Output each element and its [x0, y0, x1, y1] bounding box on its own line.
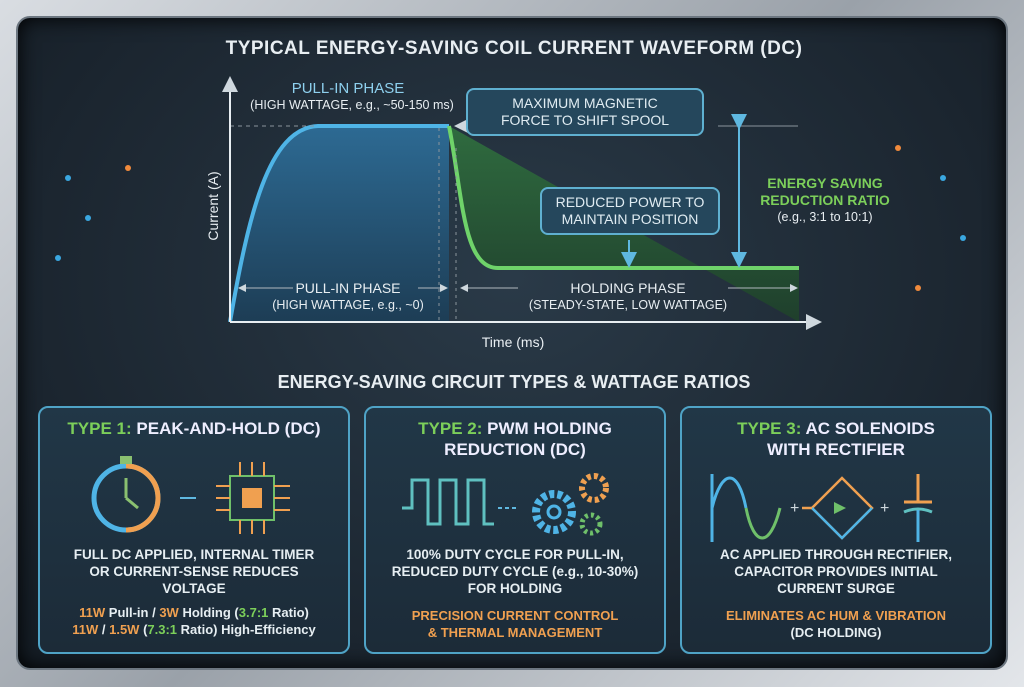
type-title: REDUCTION (DC) — [444, 440, 586, 459]
ratio-title: REDUCTION RATIO — [760, 192, 890, 208]
card-footer: ELIMINATES AC HUM & VIBRATION (DC HOLDING… — [682, 607, 990, 641]
card-icons: + + — [710, 474, 933, 542]
w: 11W — [79, 605, 106, 620]
wattage-line: 11W Pull-in / 3W Holding (3.7:1 Ratio) — [40, 604, 348, 621]
reduced-power-callout: REDUCED POWER TO MAINTAIN POSITION — [540, 187, 720, 235]
card-type-2: TYPE 2: PWM HOLDING REDUCTION (DC) 100% D… — [364, 406, 666, 654]
card-footer: PRECISION CURRENT CONTROL & THERMAL MANAG… — [366, 607, 664, 641]
card-type-3: TYPE 3: AC SOLENOIDS WITH RECTIFIER + + A… — [680, 406, 992, 654]
w: / — [98, 622, 110, 637]
callout-line: MAINTAIN POSITION — [561, 211, 699, 227]
w: 1.5W — [109, 622, 140, 637]
callout-line: MAXIMUM MAGNETIC — [512, 95, 658, 111]
desc-line: AC APPLIED THROUGH RECTIFIER, — [719, 547, 952, 562]
type-title: PEAK-AND-HOLD (DC) — [136, 419, 321, 438]
type-prefix: TYPE 2: — [418, 419, 483, 438]
holding-sub: (STEADY-STATE, LOW WATTAGE) — [528, 298, 728, 312]
desc-line: CAPACITOR PROVIDES INITIAL — [734, 564, 938, 579]
desc-line: FOR HOLDING — [467, 581, 563, 596]
card-description: FULL DC APPLIED, INTERNAL TIMER OR CURREN… — [40, 546, 348, 597]
plus-icon: + — [790, 500, 799, 517]
foot-line: & THERMAL MANAGEMENT — [427, 625, 603, 640]
card-icons — [402, 473, 609, 536]
foot-line: (DC HOLDING) — [790, 625, 882, 640]
callout-line: REDUCED POWER TO — [555, 194, 705, 210]
card-title: TYPE 1: PEAK-AND-HOLD (DC) — [40, 418, 348, 439]
capacitor-icon — [903, 474, 933, 542]
desc-line: REDUCED DUTY CYCLE (e.g., 10-30%) — [391, 564, 639, 579]
wattage-line: 11W / 1.5W (7.3:1 Ratio) High-Efficiency — [40, 621, 348, 638]
desc-line: 100% DUTY CYCLE FOR PULL-IN, — [406, 547, 624, 562]
pull-in-bottom-sub: (HIGH WATTAGE, e.g., ~0) — [272, 298, 424, 312]
pull-in-curve — [228, 124, 449, 323]
desc-line: VOLTAGE — [162, 581, 226, 596]
circuit-decoration — [55, 145, 966, 291]
infographic-panel: TYPICAL ENERGY-SAVING COIL CURRENT WAVEF… — [16, 16, 1008, 670]
ratio-label: ENERGY SAVING REDUCTION RATIO (e.g., 3:1 … — [740, 175, 910, 226]
card-type-1: TYPE 1: PEAK-AND-HOLD (DC) FULL DC APPLI… — [38, 406, 350, 654]
w: Holding ( — [178, 605, 239, 620]
card-icons — [91, 456, 290, 534]
pull-in-top-sub: (HIGH WATTAGE, e.g., ~50-150 ms) — [250, 98, 454, 112]
pwm-wave-icon — [402, 478, 494, 526]
type-prefix: TYPE 1: — [67, 419, 132, 438]
w: ( — [139, 622, 148, 637]
card-description: AC APPLIED THROUGH RECTIFIER, CAPACITOR P… — [682, 546, 990, 597]
desc-line: OR CURRENT-SENSE REDUCES — [89, 564, 299, 579]
callout-line: FORCE TO SHIFT SPOOL — [500, 112, 670, 128]
holding-title: HOLDING PHASE — [570, 280, 686, 296]
w: 11W — [72, 622, 99, 637]
bridge-rectifier-icon — [802, 476, 874, 540]
w: Ratio) — [268, 605, 309, 620]
foot-line: PRECISION CURRENT CONTROL — [411, 608, 619, 623]
card-title: TYPE 3: AC SOLENOIDS WITH RECTIFIER — [682, 418, 990, 460]
ratio: 7.3:1 — [147, 622, 178, 637]
card-wattage: 11W Pull-in / 3W Holding (3.7:1 Ratio) 1… — [40, 604, 348, 638]
pull-in-top-title: PULL-IN PHASE — [291, 80, 405, 97]
ratio: 3.7:1 — [238, 605, 269, 620]
max-force-callout: MAXIMUM MAGNETIC FORCE TO SHIFT SPOOL — [466, 88, 704, 136]
desc-line: CURRENT SURGE — [777, 581, 895, 596]
card-title: TYPE 2: PWM HOLDING REDUCTION (DC) — [366, 418, 664, 460]
chip-icon — [216, 462, 290, 534]
plus-icon: + — [880, 500, 889, 517]
w: Pull-in / — [105, 605, 160, 620]
pull-in-bottom-title: PULL-IN PHASE — [295, 280, 401, 296]
ratio-title: ENERGY SAVING — [767, 175, 883, 191]
ratio-sub: (e.g., 3:1 to 10:1) — [777, 210, 873, 224]
x-axis-label: Time (ms) — [481, 334, 545, 350]
stopwatch-icon — [91, 456, 161, 533]
foot-line: ELIMINATES AC HUM & VIBRATION — [725, 608, 947, 623]
desc-line: FULL DC APPLIED, INTERNAL TIMER — [73, 547, 315, 562]
w: 3W — [159, 605, 179, 620]
type-title: AC SOLENOIDS — [805, 419, 935, 438]
pull-in-area — [230, 126, 449, 322]
gears-icon — [532, 473, 609, 536]
holding-curve — [447, 125, 799, 270]
y-axis-label: Current (A) — [205, 171, 221, 241]
w: Ratio) High-Efficiency — [177, 622, 316, 637]
type-title: PWM HOLDING — [487, 419, 612, 438]
sine-wave-icon — [710, 474, 782, 542]
type-title: WITH RECTIFIER — [767, 440, 905, 459]
card-description: 100% DUTY CYCLE FOR PULL-IN, REDUCED DUTY… — [366, 546, 664, 597]
page-title: TYPICAL ENERGY-SAVING COIL CURRENT WAVEF… — [225, 38, 803, 59]
type-prefix: TYPE 3: — [737, 419, 802, 438]
section-title: ENERGY-SAVING CIRCUIT TYPES & WATTAGE RA… — [277, 372, 751, 392]
